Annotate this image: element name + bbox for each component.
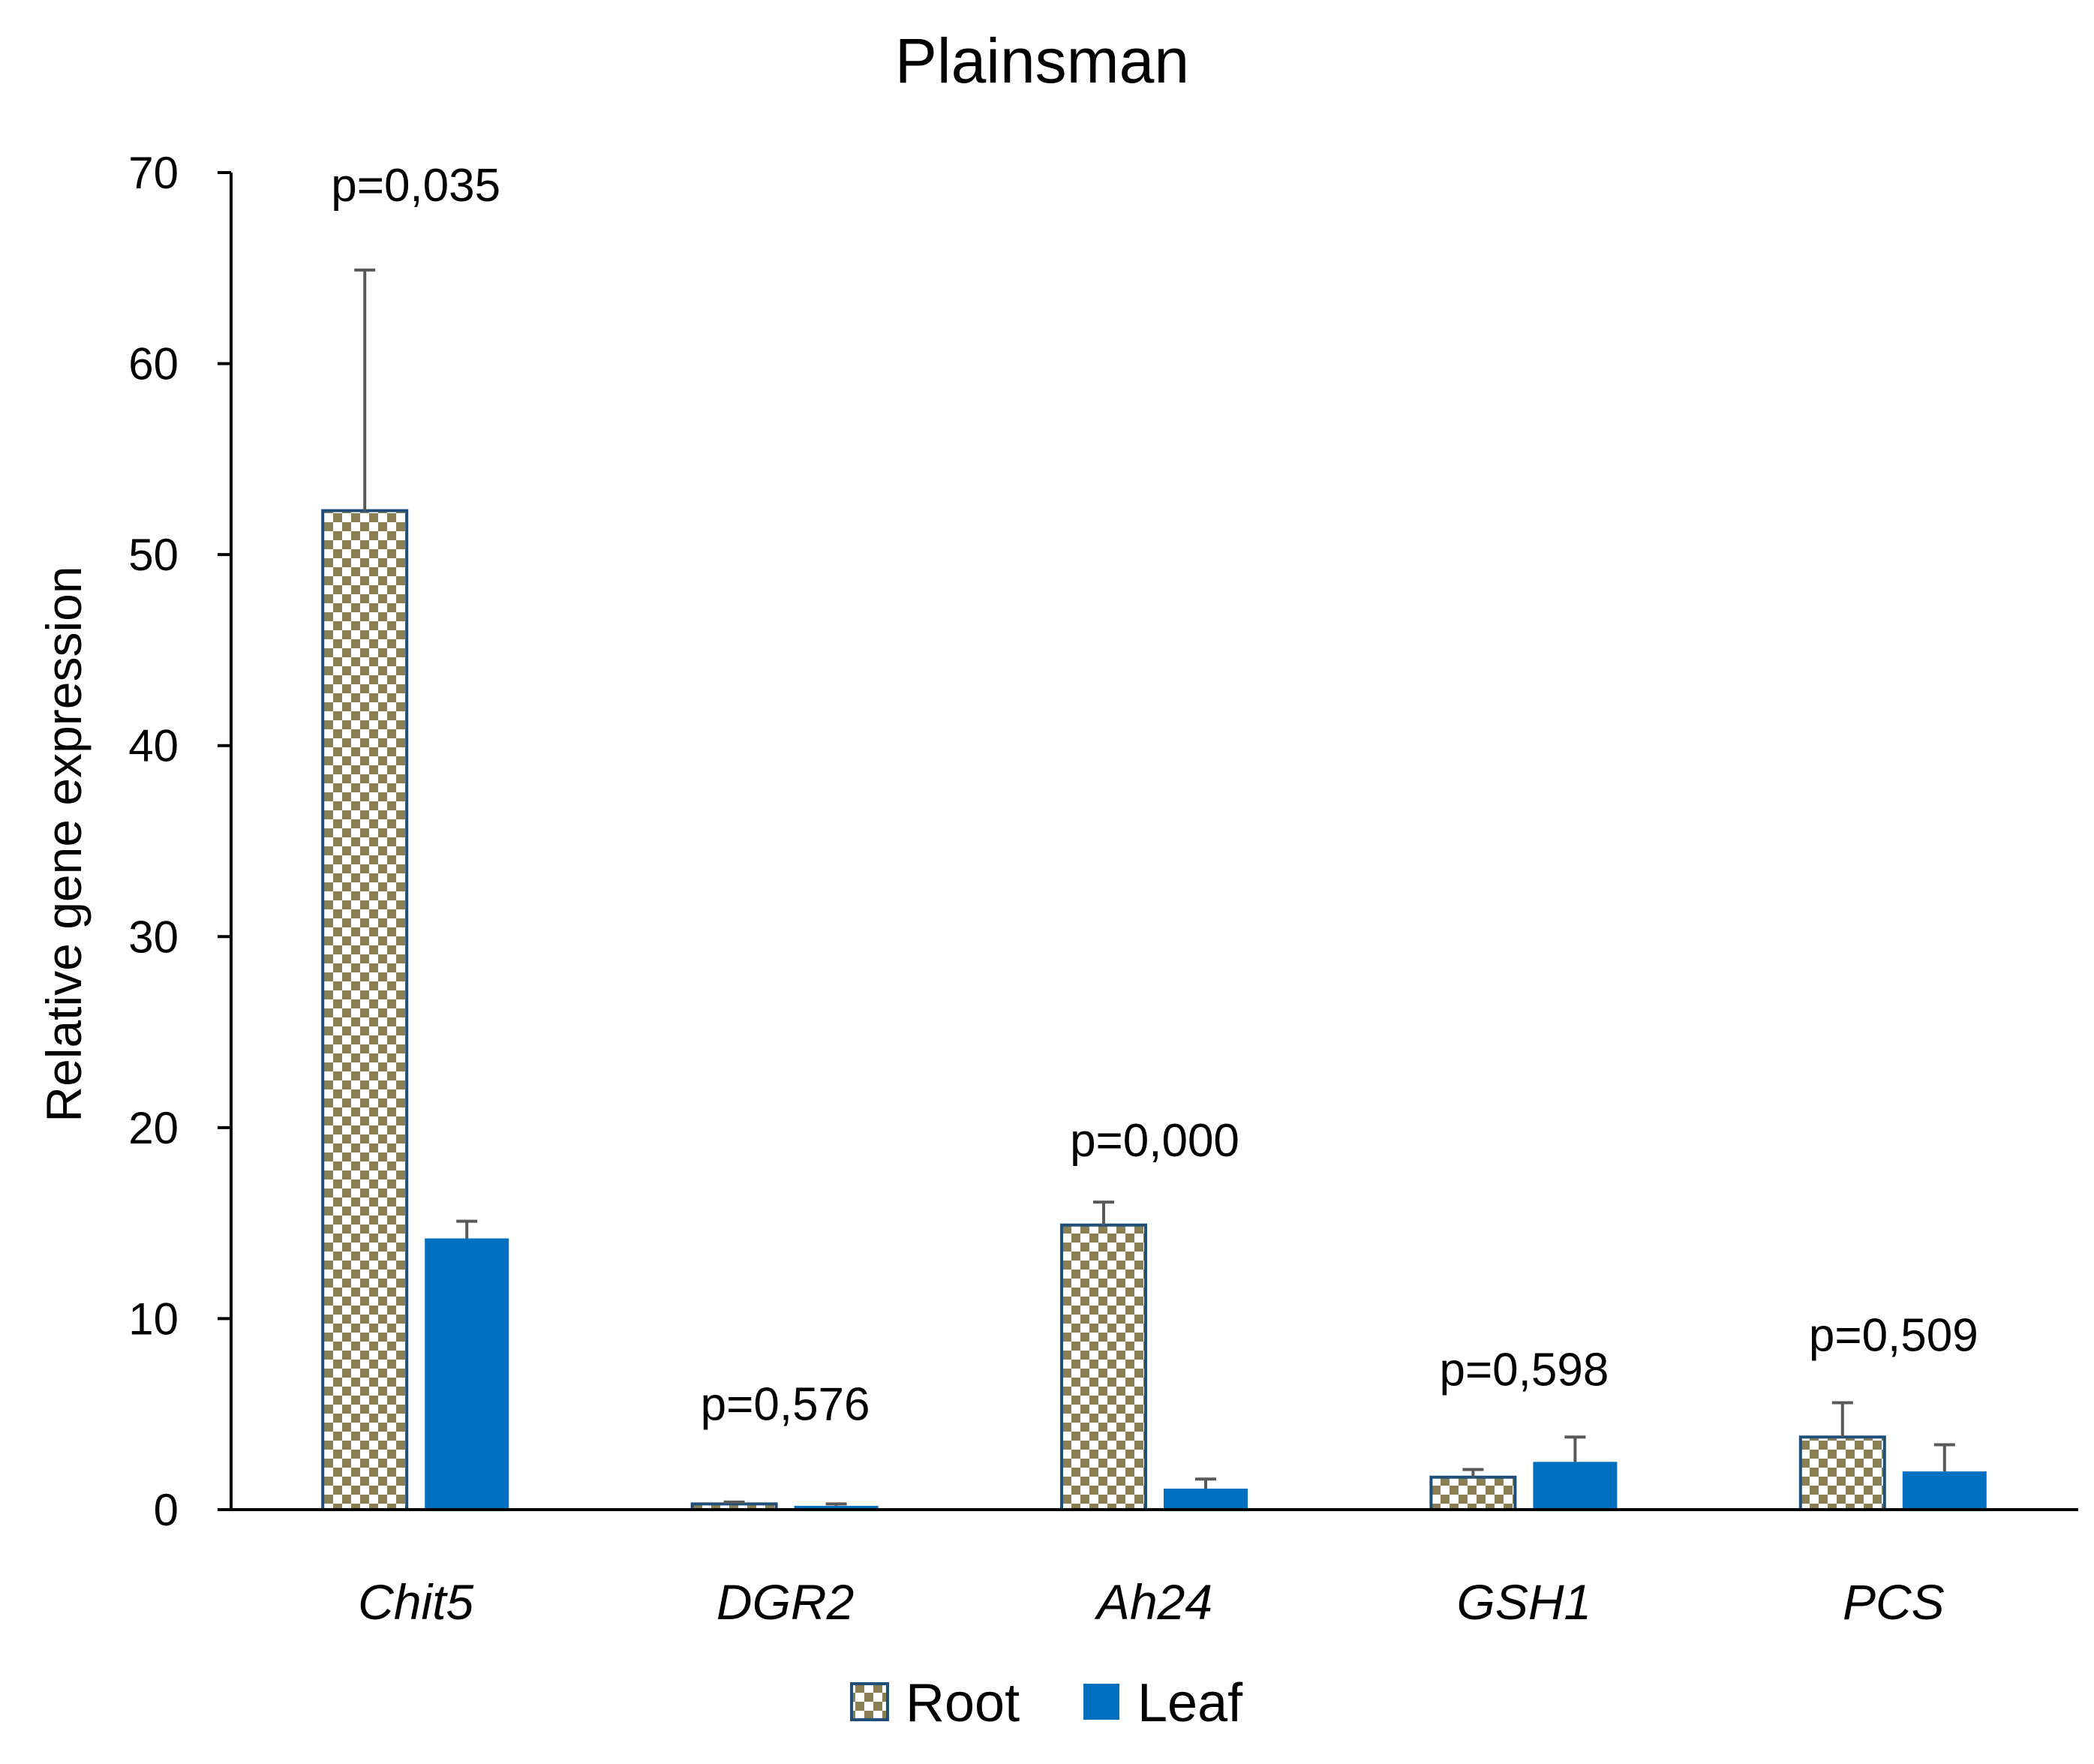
p-value-annotation: p=0,509 (1809, 1310, 1978, 1362)
y-axis-ticks: 0 10 20 30 40 50 60 70 (128, 148, 231, 1535)
p-value-annotation: p=0,035 (331, 160, 500, 212)
chart-title: Plainsman (895, 26, 1189, 96)
bars-group (321, 509, 1987, 1512)
x-tick-label: Chit5 (358, 1574, 473, 1630)
x-tick-label: DGR2 (717, 1574, 854, 1630)
legend-swatch-leaf (1083, 1684, 1119, 1720)
y-tick-label: 40 (128, 721, 179, 771)
legend-label-leaf: Leaf (1137, 1673, 1243, 1733)
y-tick-label: 20 (128, 1103, 179, 1153)
y-axis-label: Relative gene expression (36, 566, 92, 1122)
bar-leaf-chit5 (425, 1238, 509, 1510)
bar-leaf-dgr2 (794, 1505, 879, 1510)
y-tick-label: 10 (128, 1294, 179, 1344)
bar-root-ah24 (1060, 1223, 1147, 1512)
annotations-group: p=0,035 p=0,576 p=0,000 p=0,598 p=0,509 (331, 160, 1978, 1430)
x-tick-label: PCS (1843, 1574, 1945, 1630)
bar-root-gsh1 (1429, 1475, 1517, 1512)
bar-leaf-ah24 (1164, 1488, 1248, 1510)
y-tick-label: 60 (128, 339, 179, 389)
bar-leaf-pcs (1902, 1471, 1987, 1510)
x-axis-labels: Chit5 DGR2 Ah24 GSH1 PCS (358, 1574, 1944, 1630)
bar-root-chit5 (321, 509, 409, 1511)
bar-leaf-gsh1 (1533, 1462, 1618, 1510)
legend-label-root: Root (906, 1673, 1020, 1733)
y-tick-label: 0 (154, 1485, 179, 1535)
legend-swatch-root (850, 1682, 889, 1721)
bar-root-pcs (1798, 1435, 1886, 1511)
p-value-annotation: p=0,576 (701, 1378, 870, 1430)
x-tick-label: Ah24 (1094, 1574, 1212, 1630)
p-value-annotation: p=0,598 (1439, 1345, 1609, 1396)
y-tick-label: 70 (128, 148, 179, 198)
y-tick-label: 30 (128, 912, 179, 962)
legend: Root Leaf (850, 1673, 1243, 1733)
error-bars-group (354, 268, 1955, 1506)
p-value-annotation: p=0,000 (1070, 1115, 1239, 1167)
x-tick-label: GSH1 (1457, 1574, 1592, 1630)
y-tick-label: 50 (128, 530, 179, 580)
